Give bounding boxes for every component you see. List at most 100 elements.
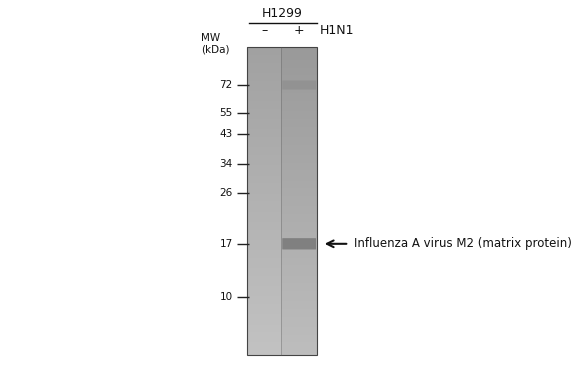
Bar (281, 245, 317, 248)
Bar (247, 271, 281, 273)
Bar (247, 214, 281, 217)
Bar (247, 353, 281, 355)
Bar (247, 219, 281, 222)
Bar (281, 281, 317, 284)
Bar (281, 181, 317, 183)
Bar (281, 225, 317, 227)
Bar (247, 191, 281, 194)
Bar (281, 147, 317, 150)
Bar (281, 296, 317, 299)
Bar (247, 235, 281, 237)
Bar (247, 217, 281, 219)
Bar (247, 296, 281, 299)
Bar (247, 245, 281, 248)
Bar (247, 212, 281, 214)
Bar (247, 68, 281, 70)
Bar (247, 127, 281, 129)
Bar (281, 335, 317, 337)
Bar (247, 242, 281, 245)
Bar (247, 150, 281, 152)
Bar (247, 304, 281, 307)
Bar (247, 222, 281, 225)
Bar (281, 232, 317, 235)
Bar (247, 319, 281, 322)
Bar (281, 263, 317, 265)
Text: 72: 72 (219, 80, 233, 90)
Bar (247, 47, 281, 50)
Bar (281, 88, 317, 91)
Bar (281, 50, 317, 53)
Bar (247, 135, 281, 137)
Bar (281, 248, 317, 250)
Bar (281, 286, 317, 288)
Bar (281, 304, 317, 307)
Bar (247, 55, 281, 57)
Bar (281, 322, 317, 324)
Bar (281, 250, 317, 253)
Bar (247, 330, 281, 332)
Bar (247, 273, 281, 276)
Bar (247, 250, 281, 253)
FancyBboxPatch shape (282, 81, 316, 90)
Bar (281, 122, 317, 124)
Bar (247, 145, 281, 147)
Bar (281, 168, 317, 170)
Bar (247, 345, 281, 348)
Bar (281, 332, 317, 335)
Bar (247, 194, 281, 196)
Bar (281, 189, 317, 191)
Bar (247, 342, 281, 345)
Bar (281, 112, 317, 114)
Bar (281, 258, 317, 260)
Text: 43: 43 (219, 129, 233, 139)
Bar (281, 170, 317, 173)
Bar (247, 248, 281, 250)
Bar (281, 240, 317, 242)
Bar (247, 114, 281, 116)
Bar (247, 286, 281, 288)
Bar (281, 324, 317, 327)
Bar (281, 142, 317, 145)
Bar (281, 124, 317, 127)
Bar (281, 78, 317, 81)
Bar (247, 140, 281, 142)
Bar (281, 301, 317, 304)
Bar (281, 132, 317, 135)
Bar (247, 57, 281, 60)
Bar (281, 206, 317, 209)
Text: 55: 55 (219, 108, 233, 118)
Bar (281, 342, 317, 345)
Bar (281, 314, 317, 317)
Text: H1299: H1299 (261, 7, 302, 20)
Bar (281, 152, 317, 155)
Bar (281, 340, 317, 342)
Bar (247, 53, 281, 55)
Bar (247, 152, 281, 155)
Text: 10: 10 (219, 292, 233, 302)
Bar (247, 65, 281, 68)
Bar (247, 176, 281, 178)
Bar (281, 186, 317, 189)
Bar (281, 199, 317, 201)
Bar (247, 86, 281, 88)
Bar (247, 196, 281, 199)
Bar (247, 178, 281, 181)
Bar (281, 219, 317, 222)
Bar (247, 170, 281, 173)
Bar (247, 99, 281, 101)
Bar (247, 201, 281, 204)
Bar (281, 307, 317, 309)
Bar (247, 132, 281, 135)
Bar (281, 127, 317, 129)
Bar (247, 168, 281, 170)
Bar (281, 150, 317, 152)
Bar (281, 70, 317, 73)
Bar (247, 276, 281, 278)
Bar (247, 281, 281, 284)
Bar (247, 258, 281, 260)
Bar (247, 294, 281, 296)
Bar (281, 145, 317, 147)
Bar (247, 199, 281, 201)
Bar (281, 47, 317, 50)
Bar (247, 350, 281, 353)
